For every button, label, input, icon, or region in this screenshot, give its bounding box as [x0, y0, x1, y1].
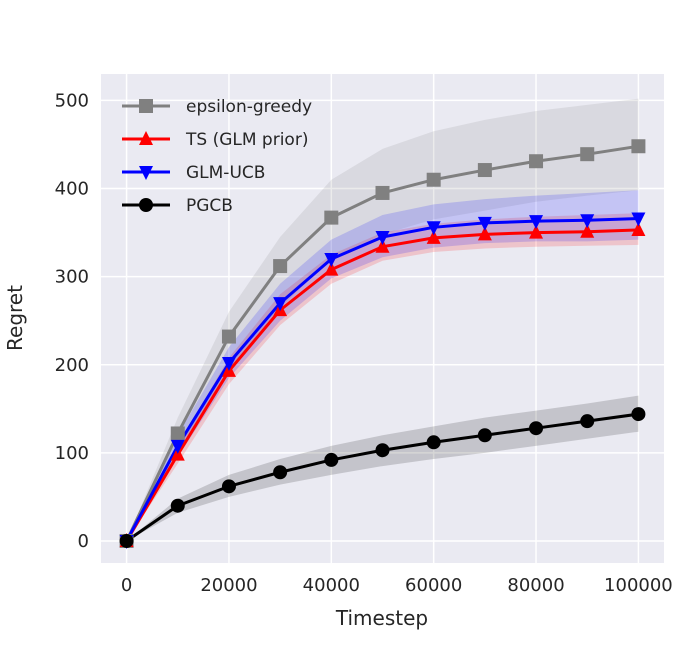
tick-labels: 0 20000 40000 60000 80000 100000 0 100 200 300 400… — [55, 90, 673, 596]
glm-ucb-point — [529, 215, 544, 230]
y-tick-label: 0 — [78, 531, 89, 552]
x-tick-label: 20000 — [200, 575, 257, 596]
y-tick-label: 500 — [55, 90, 89, 111]
ts-glm-prior-point — [324, 261, 339, 276]
y-tick-label: 200 — [55, 355, 89, 376]
pgcb-point — [324, 452, 339, 467]
series-markers — [119, 139, 646, 549]
glm-ucb-point — [477, 216, 492, 231]
glm-ucb-point — [631, 212, 646, 227]
glm-ucb-point — [170, 439, 185, 454]
legend-epsilon-greedy-marker — [139, 99, 153, 113]
epsilon-greedy-point — [529, 154, 544, 169]
ts-glm-prior-point — [477, 226, 492, 241]
pgcb-point — [426, 435, 441, 450]
ts-glm-prior-band — [126, 213, 639, 541]
glm-ucb-point — [375, 231, 390, 245]
x-tick-label: 0 — [121, 575, 132, 596]
legend-pgcb-label: PGCB — [186, 196, 233, 216]
x-tick-label: 80000 — [507, 575, 564, 596]
x-tick-label: 100000 — [604, 575, 673, 596]
y-axis-title: Regret — [3, 285, 27, 351]
legend-glm-ucb-marker — [139, 166, 153, 180]
epsilon-greedy-point — [580, 147, 595, 162]
pgcb-point — [580, 414, 595, 429]
pgcb-point — [119, 533, 134, 548]
legend-pgcb-marker — [139, 198, 153, 212]
legend-ts-glm-prior-marker — [139, 131, 153, 145]
legend-glm-ucb-label: GLM-UCB — [186, 163, 265, 183]
pgcb-point — [631, 407, 646, 422]
legend: epsilon-greedy TS (GLM prior) GLM-UCB PGCB — [122, 97, 312, 216]
epsilon-greedy-point — [477, 163, 492, 178]
pgcb-point — [529, 421, 544, 436]
pgcb-point — [375, 443, 390, 458]
ts-glm-prior-point — [529, 224, 544, 239]
x-tick-label: 40000 — [303, 575, 360, 596]
epsilon-greedy-point — [324, 210, 339, 225]
y-tick-label: 100 — [55, 443, 89, 464]
epsilon-greedy-point — [273, 259, 288, 274]
ts-glm-prior-point — [631, 221, 646, 236]
glm-ucb-point — [324, 253, 339, 268]
ts-glm-prior-point — [375, 238, 390, 253]
ts-glm-prior-point — [580, 223, 595, 238]
legend-epsilon-greedy-label: epsilon-greedy — [186, 97, 312, 117]
x-axis-title: Timestep — [335, 606, 428, 630]
glm-ucb-point — [273, 297, 288, 312]
epsilon-greedy-point — [170, 426, 185, 441]
epsilon-greedy-point — [221, 329, 236, 344]
y-tick-label: 300 — [55, 267, 89, 288]
epsilon-greedy-point — [631, 139, 646, 154]
epsilon-greedy-point — [375, 185, 390, 200]
pgcb-point — [477, 428, 492, 443]
pgcb-point — [221, 479, 236, 494]
ts-glm-prior-point — [426, 229, 441, 244]
x-tick-label: 60000 — [405, 575, 462, 596]
glm-ucb-point — [426, 221, 441, 236]
pgcb-point — [170, 498, 185, 513]
pgcb-point — [273, 465, 288, 480]
epsilon-greedy-point — [426, 172, 441, 187]
glm-ucb-point — [221, 356, 236, 371]
legend-ts-glm-prior-label: TS (GLM prior) — [185, 130, 308, 150]
y-tick-label: 400 — [55, 179, 89, 200]
glm-ucb-point — [580, 214, 595, 229]
